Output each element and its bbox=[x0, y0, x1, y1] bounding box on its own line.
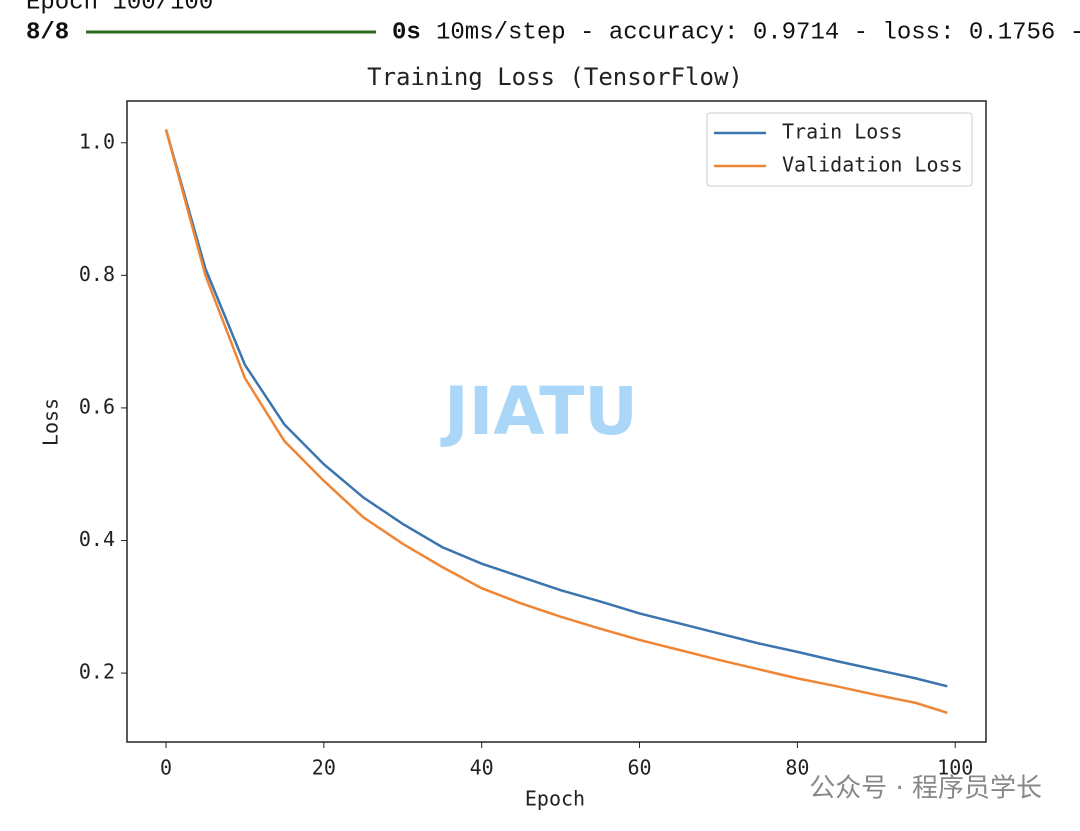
line-series bbox=[164, 129, 948, 715]
legend-box bbox=[706, 112, 973, 187]
y-tick-label: 0.8 bbox=[79, 262, 115, 286]
legend-label: Validation Loss bbox=[782, 153, 963, 177]
console-time: 0s bbox=[392, 19, 421, 46]
legend: Train Loss Validation Loss bbox=[706, 112, 973, 187]
x-tick-label: 80 bbox=[785, 756, 809, 780]
y-tick-label: 0.6 bbox=[79, 394, 115, 418]
chart-title: Training Loss (TensorFlow) bbox=[367, 63, 743, 91]
legend-label: Train Loss bbox=[782, 120, 902, 144]
x-tick-label: 20 bbox=[312, 756, 336, 780]
y-tick-label: 0.4 bbox=[79, 527, 115, 551]
x-axis-label: Epoch bbox=[525, 787, 585, 811]
watermark-caption: 公众号 · 程序员学长 bbox=[809, 774, 1042, 804]
y-axis-label: Loss bbox=[39, 398, 63, 446]
console-header: Epoch 100/100 bbox=[26, 0, 213, 16]
watermark-logo: JIATU bbox=[440, 373, 638, 450]
x-tick-label: 40 bbox=[470, 756, 494, 780]
line-series bbox=[164, 129, 948, 688]
x-tick-label: 100 bbox=[937, 756, 973, 780]
x-tick-label: 60 bbox=[627, 756, 651, 780]
x-tick-label: 0 bbox=[160, 756, 172, 780]
y-tick-label: 1.0 bbox=[79, 129, 115, 153]
y-tick-label: 0.2 bbox=[79, 660, 115, 684]
console-metrics: 10ms/step - accuracy: 0.9714 - loss: 0.1… bbox=[436, 19, 1080, 46]
console-step: 8/8 bbox=[26, 19, 69, 46]
plot-frame bbox=[126, 100, 987, 743]
